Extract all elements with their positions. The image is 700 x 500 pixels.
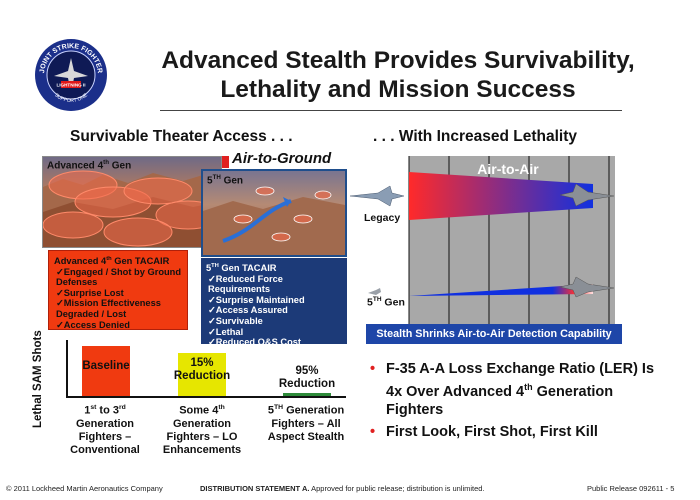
blue-box-item: Reduced Force Requirements — [206, 274, 342, 295]
bar-baseline — [82, 346, 130, 396]
footer-copyright: © 2011 Lockheed Martin Aeronautics Compa… — [6, 484, 163, 493]
page-title: Advanced Stealth Provides Survivability,… — [118, 46, 678, 104]
blue-box-item: Surprise Maintained — [206, 295, 342, 306]
air-to-air-label: Air-to-Air — [477, 161, 539, 177]
blue-box-item: Access Assured — [206, 305, 342, 316]
blue-box-item: Survivable — [206, 316, 342, 327]
title-divider — [160, 110, 622, 111]
air-to-air-detection-graphic: Air-to-Air — [349, 156, 615, 324]
category-1st-3rd-gen: 1st to 3rd Generation Fighters – Conventio… — [70, 404, 140, 456]
category-5th-gen: 5TH Generation Fighters – All Aspect Stea… — [267, 404, 345, 443]
5th-gen-tacair-box: 5TH Gen TACAIR Reduced Force Requirement… — [201, 258, 347, 347]
5th-gen-terrain-image: 5TH Gen — [201, 169, 347, 257]
red-tab-marker — [222, 156, 229, 168]
advanced-4th-gen-terrain-image: Advanced 4th Gen — [42, 156, 222, 248]
bullet-list: • F-35 A-A Loss Exchange Ratio (LER) Is 4… — [370, 360, 670, 445]
bar-15-reduction — [178, 353, 226, 396]
bullet-ler: • F-35 A-A Loss Exchange Ratio (LER) Is 4… — [370, 361, 655, 418]
bars-y-axis — [66, 340, 68, 397]
bar-95-reduction — [283, 393, 331, 396]
right-heading: . . . With Increased Lethality — [373, 128, 577, 145]
jsf-program-seal-icon: JOINT STRIKE FIGHTER SUPPORT ONE LIGHTNI… — [35, 39, 107, 111]
footer-release: Public Release 092611 - 5 — [587, 484, 675, 493]
blue-box-item: Lethal — [206, 327, 342, 338]
bar-label-baseline: Baseline — [82, 360, 130, 372]
panel2-label: 5TH Gen — [207, 174, 244, 187]
bars-x-axis — [66, 396, 346, 398]
bar-label-15: 15% Reduction — [173, 357, 231, 382]
logo-text-center: LIGHTNING II — [56, 83, 85, 88]
air-to-ground-label: Air-to-Ground — [232, 150, 332, 167]
panel1-label: Advanced 4th Gen — [47, 159, 132, 172]
red-box-item: Access Denied — [54, 320, 182, 331]
enemy-fighter-icon-top — [559, 183, 615, 207]
blue-box-item: Reduced O&S Cost — [206, 337, 342, 348]
red-box-heading: Advanced 4th Gen TACAIR — [54, 256, 170, 267]
title-line-1: Advanced Stealth Provides Survivability, — [161, 47, 635, 74]
5th-gen-label: 5TH Gen — [367, 296, 405, 309]
red-box-item: Engaged / Shot by Ground Defenses — [54, 267, 182, 288]
title-line-2: Lethality and Mission Success — [220, 76, 576, 103]
bar-label-95: 95% Reduction — [278, 365, 336, 390]
legacy-label: Legacy — [364, 212, 401, 224]
red-box-item: Surprise Lost — [54, 288, 182, 299]
stealth-caption-banner: Stealth Shrinks Air-to-Air Detection Cap… — [366, 324, 622, 344]
blue-box-heading: 5TH Gen TACAIR — [206, 263, 277, 274]
category-some-4th-gen: Some 4th Generation Fighters – LO Enhancem… — [162, 404, 242, 456]
bars-y-axis-label: Lethal SAM Shots — [32, 330, 44, 428]
footer-distribution: DISTRIBUTION STATEMENT A. Approved for p… — [200, 484, 485, 493]
bullet-first-look: • First Look, First Shot, First Kill — [370, 423, 598, 440]
advanced-4th-gen-tacair-box: Advanced 4th Gen TACAIR Engaged / Shot b… — [48, 250, 188, 330]
5th-gen-fighter-icon-left — [368, 288, 381, 295]
enemy-fighter-icon-bottom — [559, 276, 615, 298]
red-box-item: Mission Effectiveness Degraded / Lost — [54, 298, 182, 319]
left-heading: Survivable Theater Access . . . — [70, 128, 293, 145]
legacy-fighter-icon — [349, 185, 405, 207]
